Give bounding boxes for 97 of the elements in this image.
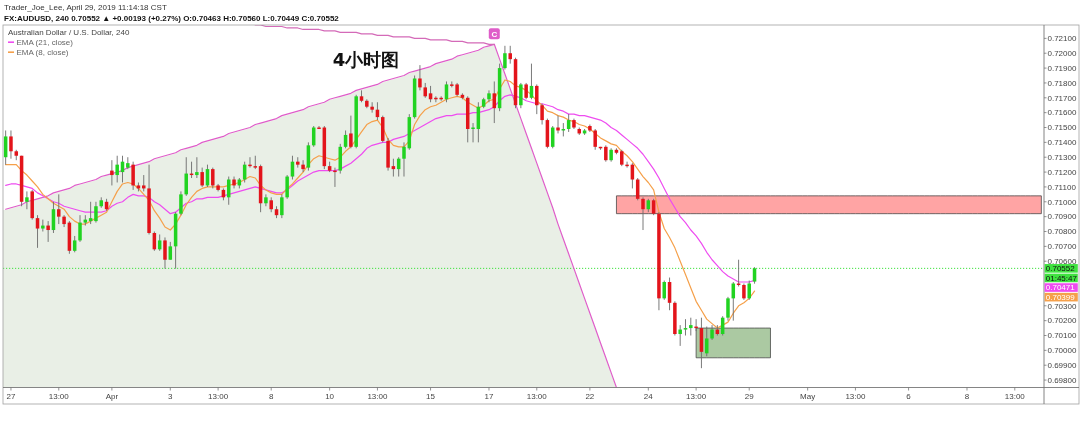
x-tick-label: 10 [325,392,335,401]
candlestick [232,176,236,189]
chart-title: FX:AUDUSD, 240 0.70552 ▲ +0.00193 (+0.27%) O:0.70463 H:0.70560 L:0.70449 C:0.70552 [4,13,340,23]
y-tick-label: 0.71600 [1047,108,1077,118]
y-tick-label: 0.71300 [1047,153,1077,163]
y-tick-label: 0.72000 [1047,49,1077,59]
legend-title: Australian Dollar / U.S. Dollar, 240 [8,28,130,37]
candlestick [593,128,597,151]
text: 0.70471 [1045,283,1076,293]
candlestick [503,45,507,71]
candlestick [418,64,422,91]
candlestick [9,130,13,160]
data-label: C [491,30,498,40]
candlestick [683,318,688,336]
candlestick [285,174,289,200]
x-tick-label: 15 [426,392,436,401]
candlestick [662,280,666,301]
y-tick-label: 0.70100 [1047,331,1077,341]
x-tick-label: 13:00 [48,392,70,401]
y-tick-label: 0.71100 [1047,182,1077,192]
y-tick-label: 0.72100 [1047,34,1077,44]
x-tick-label: 17 [484,392,494,401]
candlestick [184,156,188,197]
x-tick-label: 8 [964,392,970,401]
x-tick-label: 13:00 [208,392,229,401]
x-tick-label: 13:00 [686,392,707,401]
candlestick [35,214,40,249]
x-tick-label: 13:00 [845,392,867,401]
ref-line-label: 0.70552 [1045,264,1076,274]
x-tick-label: 6 [906,392,912,401]
y-tick-label: 0.70700 [1047,242,1077,252]
candlestick [78,214,82,243]
candlestick [110,159,114,186]
x-tick-label: Apr [105,392,119,401]
candlestick [46,220,50,243]
y-tick-label: 0.70600 [1047,257,1077,267]
candlestick [689,317,693,336]
y-tick-label: 0.71800 [1047,78,1077,88]
x-tick-label: 24 [643,392,654,401]
candlestick [678,324,682,347]
candlestick [131,161,135,191]
candlestick [710,324,714,341]
y-tick-label: 0.70300 [1047,301,1077,311]
candlestick [163,237,167,270]
annotation: 4小时图 [332,49,400,70]
candlestick [88,201,93,225]
candlestick [62,214,66,228]
candlestick [115,155,119,183]
candlestick [301,159,305,173]
x-tick-label: 13:00 [367,392,388,401]
candlestick [179,190,183,216]
text: 0.70399 [1045,293,1076,303]
x-tick-label: 22 [585,392,595,401]
candlestick [349,115,353,149]
x-tick-label: 29 [744,392,755,401]
x-tick-label: 3 [168,392,174,401]
candlestick [94,201,98,224]
y-tick-label: 0.69800 [1047,375,1077,385]
y-tick-label: 0.71200 [1047,167,1077,177]
candlestick [641,196,645,231]
y-tick-label: 0.71000 [1047,197,1077,207]
x-tick-label: 8 [268,392,274,401]
candlestick [747,280,751,301]
text: 01:45:47 [1045,273,1078,283]
candlestick [264,193,268,207]
y-tick-label: 0.71900 [1047,63,1077,73]
x-tick-label: May [800,392,816,401]
candlestick [540,103,544,125]
candlestick [391,158,396,177]
chart-subtitle: Trader_Joe_Lee, April 29, 2019 11:14:18 CST [4,2,167,12]
candlestick [57,193,61,225]
y-tick-label: 0.71700 [1047,93,1077,103]
legend-label: EMA (8, close) [16,48,69,57]
x-tick-label: 13:00 [526,392,548,401]
candlestick [280,193,284,219]
x-tick-label: 13:00 [1004,392,1026,401]
y-tick-label: 0.70000 [1047,346,1077,356]
candlestick [402,141,406,177]
legend-label: EMA (21, close) [16,38,74,47]
candlestick [381,115,385,143]
candlestick [25,190,29,210]
y-tick-label: 0.70800 [1047,227,1077,237]
y-tick-label: 0.71400 [1047,138,1077,148]
x-tick-label: 27 [6,392,16,401]
candlestick [487,89,491,103]
candlestick [370,101,374,114]
candlestick [726,296,730,322]
y-tick-label: 0.70200 [1047,316,1077,326]
y-tick-label: 0.71500 [1047,123,1077,133]
candlestick [211,167,215,189]
y-tick-label: 0.70900 [1047,212,1077,222]
candlestick [253,155,258,170]
candlestick [519,82,523,109]
candlestick [535,83,539,115]
candlestick [200,167,204,188]
candlestick [195,156,199,179]
y-tick-label: 0.69900 [1047,361,1077,371]
